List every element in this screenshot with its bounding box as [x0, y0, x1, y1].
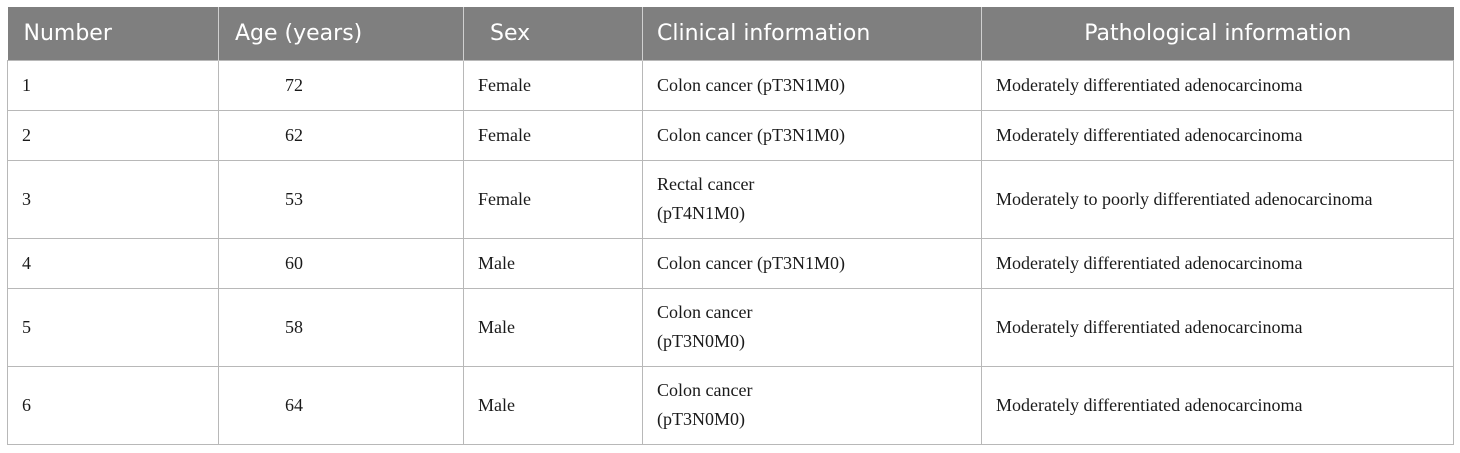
table-row: 4 60 Male Colon cancer (pT3N1M0) Moderat…: [7, 237, 1454, 289]
cell-sex: Female: [463, 159, 643, 239]
cell-number: 2: [7, 109, 219, 161]
cell-number: 5: [7, 287, 219, 367]
cell-clinical-information: Colon cancer (pT3N0M0): [642, 287, 982, 367]
cell-sex: Male: [463, 287, 643, 367]
patient-table: Number Age (years) Sex Clinical informat…: [7, 7, 1454, 445]
clinical-line-1: Colon cancer (pT3N1M0): [657, 124, 845, 145]
header-row: Number Age (years) Sex Clinical informat…: [7, 7, 1454, 60]
cell-age: 60: [218, 237, 464, 289]
clinical-line-1: Colon cancer: [657, 380, 753, 400]
cell-age: 53: [218, 159, 464, 239]
cell-pathological-information: Moderately differentiated adenocarcinoma: [981, 237, 1454, 289]
header-pathological-information: Pathological information: [1084, 20, 1352, 46]
cell-age: 64: [218, 365, 464, 445]
cell-age: 62: [218, 109, 464, 161]
cell-number: 3: [7, 159, 219, 239]
table-body: 1 72 Female Colon cancer (pT3N1M0) Moder…: [7, 59, 1454, 445]
cell-pathological-information: Moderately differentiated adenocarcinoma: [981, 287, 1454, 367]
cell-sex: Male: [463, 365, 643, 445]
clinical-line-2: (pT4N1M0): [657, 203, 745, 223]
clinical-line-1: Colon cancer (pT3N1M0): [657, 74, 845, 95]
cell-clinical-information: Colon cancer (pT3N1M0): [642, 109, 982, 161]
patient-table-container: Number Age (years) Sex Clinical informat…: [7, 7, 1454, 445]
cell-pathological-information: Moderately differentiated adenocarcinoma: [981, 365, 1454, 445]
clinical-line-1: Rectal cancer: [657, 174, 755, 194]
cell-pathological-information: Moderately differentiated adenocarcinoma: [981, 59, 1454, 111]
cell-age: 72: [218, 59, 464, 111]
table-row: 3 53 Female Rectal cancer (pT4N1M0) Mode…: [7, 159, 1454, 239]
clinical-line-1: Colon cancer: [657, 302, 753, 322]
clinical-line-2: (pT3N0M0): [657, 331, 745, 351]
table-row: 5 58 Male Colon cancer (pT3N0M0) Moderat…: [7, 287, 1454, 367]
cell-number: 6: [7, 365, 219, 445]
clinical-line-2: (pT3N0M0): [657, 409, 745, 429]
cell-sex: Female: [463, 109, 643, 161]
cell-clinical-information: Rectal cancer (pT4N1M0): [642, 159, 982, 239]
header-number: Number: [7, 7, 219, 60]
cell-pathological-information: Moderately to poorly differentiated aden…: [981, 159, 1454, 239]
header-clinical-information: Clinical information: [642, 7, 982, 60]
cell-number: 4: [7, 237, 219, 289]
table-row: 2 62 Female Colon cancer (pT3N1M0) Moder…: [7, 109, 1454, 161]
table-row: 6 64 Male Colon cancer (pT3N0M0) Moderat…: [7, 365, 1454, 445]
table-header: Number Age (years) Sex Clinical informat…: [7, 7, 1454, 60]
header-age: Age (years): [218, 7, 464, 60]
cell-clinical-information: Colon cancer (pT3N1M0): [642, 59, 982, 111]
cell-number: 1: [7, 59, 219, 111]
cell-clinical-information: Colon cancer (pT3N1M0): [642, 237, 982, 289]
cell-age: 58: [218, 287, 464, 367]
clinical-line-1: Colon cancer (pT3N1M0): [657, 252, 845, 273]
cell-sex: Female: [463, 59, 643, 111]
table-row: 1 72 Female Colon cancer (pT3N1M0) Moder…: [7, 59, 1454, 111]
cell-pathological-information: Moderately differentiated adenocarcinoma: [981, 109, 1454, 161]
cell-clinical-information: Colon cancer (pT3N0M0): [642, 365, 982, 445]
cell-sex: Male: [463, 237, 643, 289]
header-sex: Sex: [463, 7, 643, 60]
